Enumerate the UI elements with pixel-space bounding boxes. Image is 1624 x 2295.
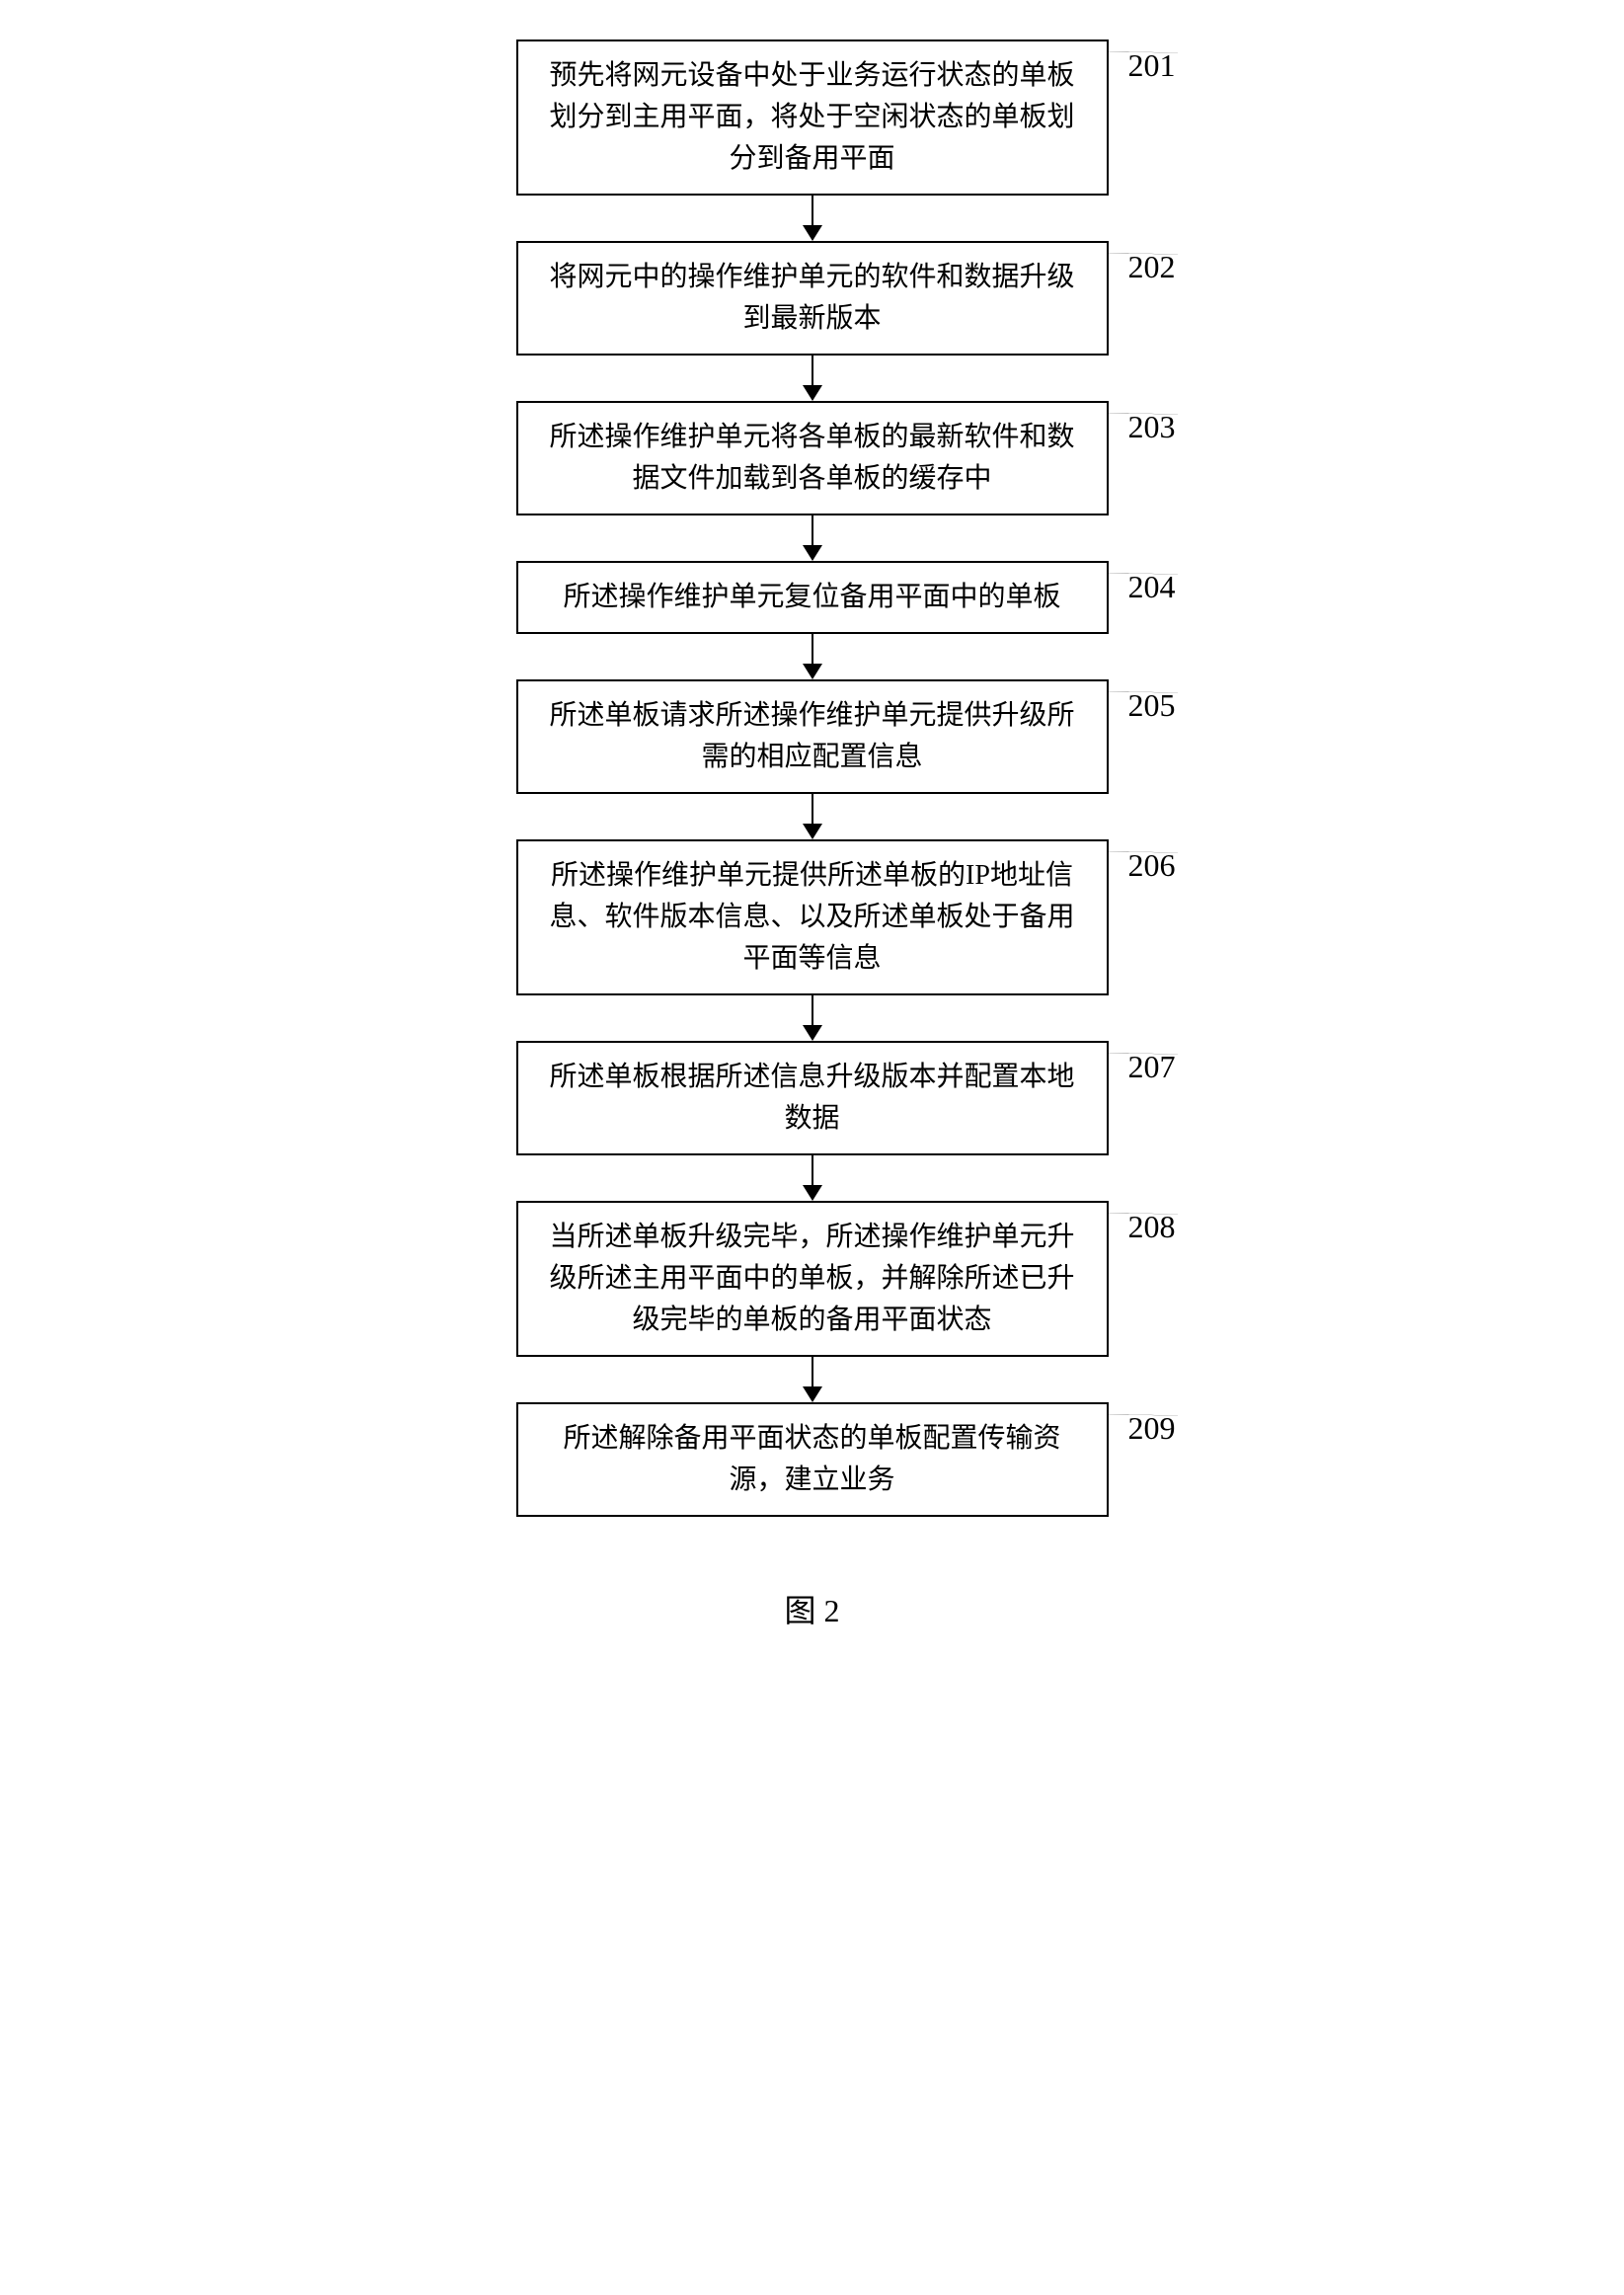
step-label-204: 204 (1128, 569, 1176, 605)
step-label-202: 202 (1128, 249, 1176, 285)
arrow-8 (803, 1357, 822, 1402)
step-row-209: 所述解除备用平面状态的单板配置传输资源，建立业务 209 (368, 1402, 1257, 1517)
step-row-206: 所述操作维护单元提供所述单板的IP地址信息、软件版本信息、以及所述单板处于备用平… (368, 839, 1257, 995)
step-text: 所述操作维护单元将各单板的最新软件和数据文件加载到各单板的缓存中 (549, 422, 1074, 494)
step-label-209: 209 (1128, 1410, 1176, 1447)
step-label-207: 207 (1128, 1049, 1176, 1085)
step-text: 将网元中的操作维护单元的软件和数据升级到最新版本 (549, 262, 1074, 334)
arrow-3 (803, 515, 822, 561)
step-row-202: 将网元中的操作维护单元的软件和数据升级到最新版本 202 (368, 241, 1257, 356)
step-row-203: 所述操作维护单元将各单板的最新软件和数据文件加载到各单板的缓存中 203 (368, 401, 1257, 515)
arrow-7 (803, 1155, 822, 1201)
step-text: 当所述单板升级完毕，所述操作维护单元升级所述主用平面中的单板，并解除所述已升级完… (549, 1222, 1074, 1335)
arrow-2 (803, 356, 822, 401)
step-label-206: 206 (1128, 847, 1176, 884)
step-box-206: 所述操作维护单元提供所述单板的IP地址信息、软件版本信息、以及所述单板处于备用平… (516, 839, 1109, 995)
step-row-204: 所述操作维护单元复位备用平面中的单板 204 (368, 561, 1257, 634)
step-box-204: 所述操作维护单元复位备用平面中的单板 (516, 561, 1109, 634)
step-row-205: 所述单板请求所述操作维护单元提供升级所需的相应配置信息 205 (368, 679, 1257, 794)
step-label-205: 205 (1128, 687, 1176, 724)
step-text: 所述操作维护单元复位备用平面中的单板 (563, 582, 1060, 612)
step-box-201: 预先将网元设备中处于业务运行状态的单板划分到主用平面，将处于空闲状态的单板划分到… (516, 40, 1109, 196)
arrow-6 (803, 995, 822, 1041)
arrow-5 (803, 794, 822, 839)
step-text: 所述单板根据所述信息升级版本并配置本地数据 (549, 1062, 1074, 1134)
step-label-201: 201 (1128, 47, 1176, 84)
step-box-202: 将网元中的操作维护单元的软件和数据升级到最新版本 (516, 241, 1109, 356)
step-label-208: 208 (1128, 1209, 1176, 1245)
step-box-207: 所述单板根据所述信息升级版本并配置本地数据 (516, 1041, 1109, 1155)
step-text: 所述单板请求所述操作维护单元提供升级所需的相应配置信息 (549, 700, 1074, 772)
arrow-1 (803, 196, 822, 241)
step-text: 所述操作维护单元提供所述单板的IP地址信息、软件版本信息、以及所述单板处于备用平… (549, 860, 1074, 974)
step-row-208: 当所述单板升级完毕，所述操作维护单元升级所述主用平面中的单板，并解除所述已升级完… (368, 1201, 1257, 1357)
step-box-203: 所述操作维护单元将各单板的最新软件和数据文件加载到各单板的缓存中 (516, 401, 1109, 515)
step-text: 预先将网元设备中处于业务运行状态的单板划分到主用平面，将处于空闲状态的单板划分到… (549, 60, 1074, 174)
step-row-201: 预先将网元设备中处于业务运行状态的单板划分到主用平面，将处于空闲状态的单板划分到… (368, 40, 1257, 196)
step-box-205: 所述单板请求所述操作维护单元提供升级所需的相应配置信息 (516, 679, 1109, 794)
step-label-203: 203 (1128, 409, 1176, 445)
figure-caption: 图 2 (784, 1586, 839, 1631)
arrow-4 (803, 634, 822, 679)
step-row-207: 所述单板根据所述信息升级版本并配置本地数据 207 (368, 1041, 1257, 1155)
step-box-209: 所述解除备用平面状态的单板配置传输资源，建立业务 (516, 1402, 1109, 1517)
flowchart-container: 预先将网元设备中处于业务运行状态的单板划分到主用平面，将处于空闲状态的单板划分到… (368, 40, 1257, 1517)
step-box-208: 当所述单板升级完毕，所述操作维护单元升级所述主用平面中的单板，并解除所述已升级完… (516, 1201, 1109, 1357)
step-text: 所述解除备用平面状态的单板配置传输资源，建立业务 (563, 1423, 1060, 1495)
